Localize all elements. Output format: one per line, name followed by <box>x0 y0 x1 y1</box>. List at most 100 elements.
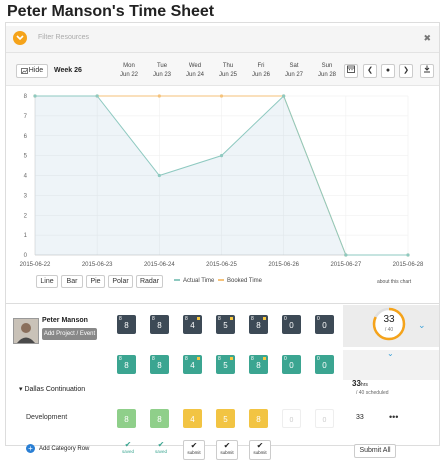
tile-value: 8 <box>256 415 261 424</box>
progress-ring <box>372 307 406 341</box>
submit-status[interactable]: ✔ submit <box>249 440 271 460</box>
tile-scheduled: 8 <box>185 356 188 362</box>
chevron-right-icon: ❯ <box>403 67 409 74</box>
tile-value: 0 <box>322 417 327 424</box>
timesheet-card: Filter Resources ✖ Hide Week 26 Mon Jun 2… <box>5 22 440 460</box>
tile-flag-icon <box>263 357 266 360</box>
tile-value: 0 <box>289 417 294 424</box>
legend-swatch <box>174 279 180 282</box>
category-day-tile[interactable]: 5 <box>216 409 235 428</box>
tile-value: 4 <box>190 321 195 330</box>
category-day-tile[interactable]: 8 <box>117 409 136 428</box>
tile-scheduled: 8 <box>251 356 254 362</box>
check-icon: ✔ <box>190 441 198 450</box>
category-day-tile[interactable]: 8 <box>150 409 169 428</box>
tile-value: 4 <box>190 415 195 424</box>
add-category-row-button[interactable]: + Add Category Row <box>26 444 89 453</box>
chart-type-radar-button[interactable]: Radar <box>136 275 163 288</box>
category-label: Development <box>26 414 68 421</box>
project-row-label[interactable]: ▾ Dallas Continuation <box>19 386 86 393</box>
y-tick-label: 6 <box>24 134 28 140</box>
week-toolbar: Hide Week 26 Mon Jun 22 Tue Jun 23 Wed Jun … <box>6 53 439 86</box>
status-label: submit <box>220 450 234 455</box>
x-tick-label: 2015-06-24 <box>144 262 175 268</box>
ring-fill <box>372 307 406 341</box>
category-day-tile[interactable]: 8 <box>249 409 268 428</box>
previous-week-button[interactable]: ❮ <box>363 64 377 78</box>
tile-scheduled: 0 <box>317 316 320 322</box>
next-week-button[interactable]: ❯ <box>399 64 413 78</box>
tile-value: 4 <box>190 361 195 370</box>
summary-sub: / 40 <box>384 327 394 333</box>
chart-type-line-button[interactable]: Line <box>36 275 58 288</box>
current-week-button[interactable]: ● <box>381 64 395 78</box>
x-tick-label: 2015-06-26 <box>268 262 299 268</box>
clear-filter-icon[interactable]: ✖ <box>423 33 431 43</box>
submit-all-button[interactable]: Submit All <box>354 444 396 458</box>
tile-scheduled: 8 <box>119 356 122 362</box>
actual-area <box>35 96 408 255</box>
tile-value: 8 <box>256 361 261 370</box>
category-day-tile[interactable]: 0 <box>282 409 301 428</box>
day-header: Sun Jun 28 <box>317 63 336 78</box>
tile-scheduled: 8 <box>185 316 188 322</box>
x-tick-label: 2015-06-23 <box>82 262 113 268</box>
submit-status[interactable]: ✔ submit <box>216 440 238 460</box>
chart-type-bar-button[interactable]: Bar <box>61 275 83 288</box>
check-icon: ✔ <box>157 440 165 449</box>
y-tick-label: 3 <box>24 193 28 199</box>
toggle-filter-button[interactable] <box>13 31 27 45</box>
y-tick-label: 7 <box>24 114 28 120</box>
status-label: submit <box>187 450 201 455</box>
tile-scheduled: 0 <box>284 356 287 362</box>
status-label: submit <box>253 450 267 455</box>
add-project-button[interactable]: Add Project / Event <box>42 328 97 340</box>
category-day-tile[interactable]: 4 <box>183 409 202 428</box>
chart-type-pie-button[interactable]: Pie <box>86 275 105 288</box>
chevron-down-icon[interactable]: ⌄ <box>387 349 394 358</box>
saved-status: ✔ saved <box>150 440 172 460</box>
tile-value: 5 <box>223 321 228 330</box>
more-options-icon[interactable]: ••• <box>389 412 399 422</box>
category-day-tile[interactable]: 0 <box>315 409 334 428</box>
y-tick-label: 2 <box>24 213 28 219</box>
avatar <box>13 318 39 344</box>
plus-icon: + <box>26 444 35 453</box>
tile-value: 0 <box>289 361 294 370</box>
caret-down-icon: ▾ <box>19 386 25 393</box>
tile-flag-icon <box>197 317 200 320</box>
tile-scheduled: 8 <box>218 356 221 362</box>
download-button[interactable] <box>420 64 434 78</box>
person-photo-icon <box>14 319 38 343</box>
tile-scheduled: 0 <box>317 356 320 362</box>
calendar-icon <box>347 65 355 73</box>
hide-chart-button[interactable]: Hide <box>16 64 48 78</box>
tile-value: 5 <box>223 415 228 424</box>
check-icon: ✔ <box>256 441 264 450</box>
x-tick-label: 2015-06-27 <box>330 262 361 268</box>
week-label: Week 26 <box>54 67 82 74</box>
check-icon: ✔ <box>223 441 231 450</box>
day-header: Wed Jun 24 <box>185 63 204 78</box>
calendar-button[interactable] <box>344 64 358 78</box>
submit-status[interactable]: ✔ submit <box>183 440 205 460</box>
about-chart-link[interactable]: about this chart <box>377 279 412 285</box>
tile-value: 0 <box>322 321 327 330</box>
expand-chevron-icon[interactable]: ⌄ <box>418 320 426 330</box>
chart-type-polar-button[interactable]: Polar <box>108 275 133 288</box>
filter-input[interactable]: Filter Resources <box>38 34 89 41</box>
